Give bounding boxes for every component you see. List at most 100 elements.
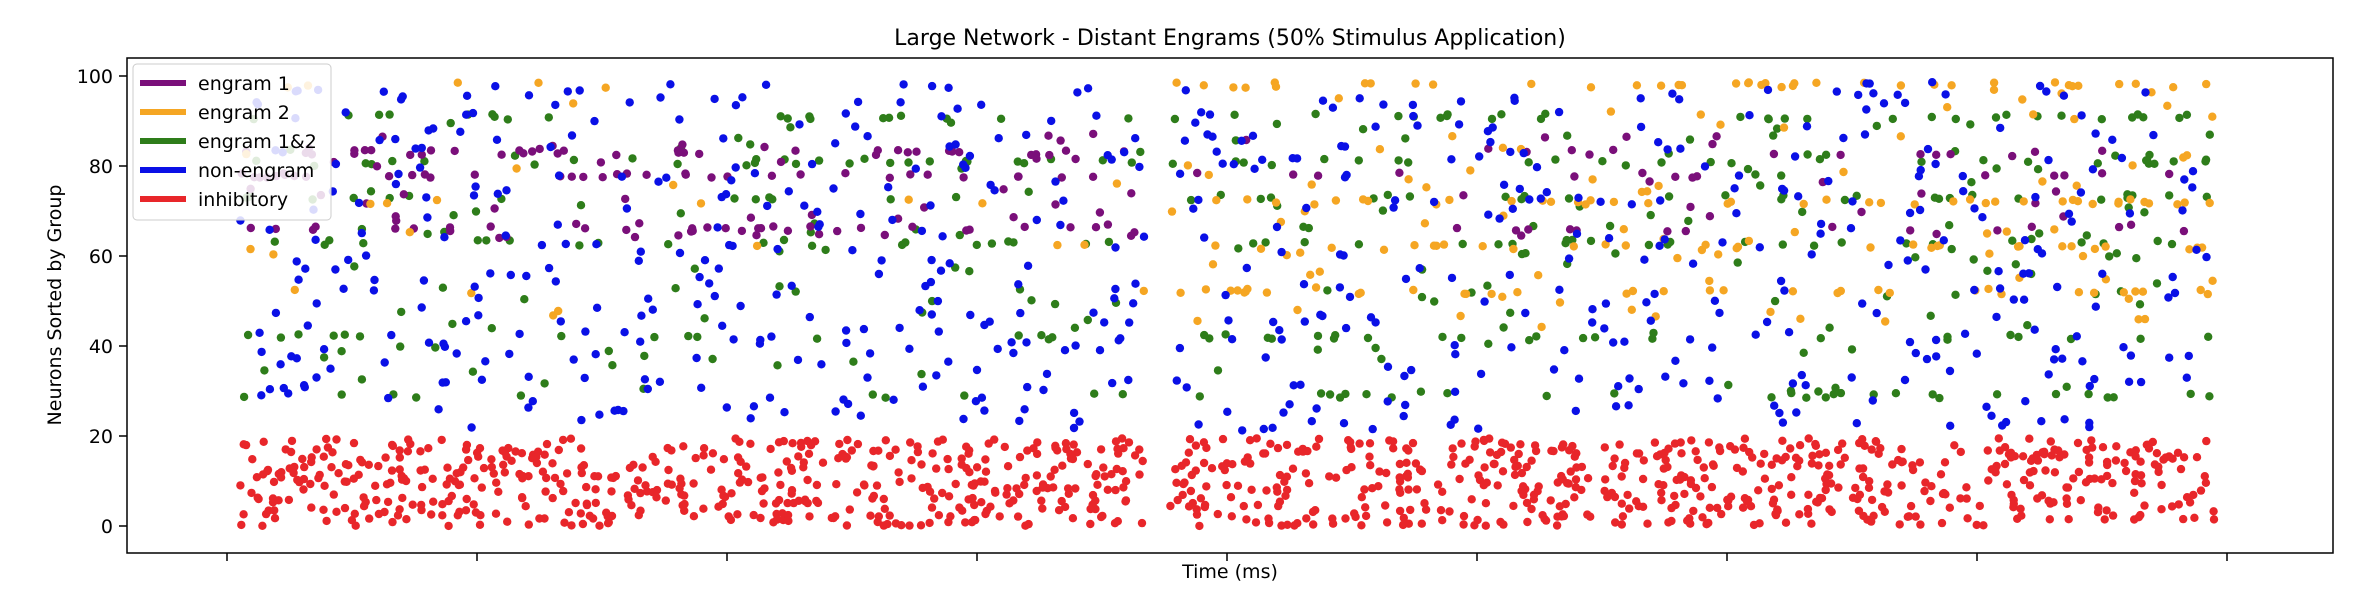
spike-engram12-1294 (385, 110, 394, 119)
spike-nonengram-2092 (951, 140, 960, 149)
spike-engram12-1210 (1951, 114, 1961, 124)
spike-nonengram-2431 (1390, 196, 1400, 205)
spike-inhibitory-823 (897, 521, 906, 530)
spike-inhibitory-1063 (1726, 442, 1735, 451)
spike-inhibitory-72 (470, 474, 479, 483)
spike-engram1-1530 (1570, 172, 1579, 181)
spike-inhibitory-326 (1072, 448, 1082, 457)
spike-inhibitory-924 (2060, 450, 2069, 459)
spike-inhibitory-822 (774, 438, 784, 447)
spike-nonengram-2532 (1475, 152, 1484, 161)
spike-inhibitory-1029 (1015, 452, 1025, 462)
spike-engram2-1954 (1112, 179, 1122, 188)
spike-inhibitory-903 (638, 463, 647, 472)
spike-engram12-1416 (490, 112, 499, 122)
spike-inhibitory-3 (576, 444, 586, 453)
spike-nonengram-2305 (312, 299, 321, 308)
spike-inhibitory-516 (1480, 463, 1489, 472)
spike-nonengram-2523 (1668, 89, 1677, 98)
spike-nonengram-2042 (456, 127, 465, 136)
spike-nonengram-2420 (1574, 374, 1584, 383)
spike-engram2-1929 (1812, 78, 1821, 88)
spike-engram2-1906 (1985, 249, 1994, 258)
spike-inhibitory-800 (749, 510, 758, 520)
spike-inhibitory-1022 (548, 459, 557, 468)
spike-engram12-1406 (2133, 110, 2142, 119)
spike-engram2-1909 (1487, 289, 1496, 299)
spike-engram12-1156 (1436, 113, 1445, 123)
spike-inhibitory-954 (652, 485, 662, 495)
spike-inhibitory-612 (1880, 487, 1889, 496)
spike-inhibitory-866 (1325, 472, 1334, 481)
spike-inhibitory-659 (1404, 485, 1413, 494)
spike-engram2-1720 (2203, 289, 2212, 299)
spike-inhibitory-30 (733, 510, 742, 519)
spike-inhibitory-501 (1449, 452, 1458, 462)
spike-inhibitory-917 (1135, 470, 1144, 479)
spike-nonengram-2394 (1671, 356, 1680, 365)
spike-inhibitory-384 (1527, 456, 1536, 465)
spike-engram2-1751 (1896, 81, 1906, 90)
spike-inhibitory-986 (609, 473, 618, 483)
spike-inhibitory-738 (1455, 474, 1464, 484)
spike-engram12-1226 (776, 112, 785, 121)
spike-nonengram-2044 (1073, 88, 1082, 97)
spike-inhibitory-905 (776, 480, 785, 490)
spike-inhibitory-1058 (676, 474, 685, 483)
spike-engram1-1593 (1681, 226, 1691, 236)
spike-nonengram-2279 (2051, 345, 2060, 354)
spike-engram12-1166 (1829, 390, 1838, 399)
spike-nonengram-2492 (2085, 418, 2094, 427)
spike-engram12-1285 (1024, 187, 1033, 196)
spike-inhibitory-181 (783, 498, 792, 508)
spike-engram12-1225 (1186, 195, 1196, 205)
spike-nonengram-2338 (926, 277, 936, 287)
spike-engram12-1101 (1050, 299, 1060, 309)
spike-engram12-1477 (374, 110, 384, 120)
spike-engram12-1234 (1821, 150, 1831, 159)
spike-inhibitory-808 (2142, 440, 2151, 449)
spike-engram12-1196 (1928, 390, 1937, 399)
spike-nonengram-2074 (1571, 406, 1581, 416)
spike-engram2-1797 (534, 78, 543, 88)
spike-engram1-1521 (495, 233, 504, 243)
spike-engram1-1634 (2098, 146, 2107, 155)
spike-engram1-1561 (1452, 223, 1462, 233)
spike-inhibitory-390 (237, 520, 246, 530)
spike-inhibitory-1006 (1704, 518, 1713, 528)
spike-engram1-1619 (2031, 199, 2040, 208)
spike-engram1-1660 (756, 224, 766, 233)
spike-inhibitory-686 (1876, 444, 1885, 453)
spike-engram12-1195 (1769, 131, 1778, 140)
spike-inhibitory-678 (1814, 461, 1823, 470)
spike-inhibitory-1035 (1283, 520, 1292, 529)
spike-nonengram-2516 (1865, 79, 1874, 88)
spike-nonengram-2276 (1484, 210, 1493, 219)
spike-engram12-1286 (1951, 290, 1960, 299)
spike-engram12-1381 (1443, 110, 1452, 119)
spike-engram1-1667 (796, 170, 805, 179)
spike-inhibitory-669 (395, 505, 404, 514)
spike-inhibitory-316 (1068, 514, 1078, 523)
spike-inhibitory-244 (995, 512, 1004, 521)
spike-nonengram-1991 (1450, 341, 1459, 350)
spike-nonengram-2373 (2019, 269, 2028, 278)
spike-inhibitory-147 (1559, 440, 1568, 449)
spike-inhibitory-78 (916, 521, 926, 530)
spike-nonengram-2380 (524, 372, 533, 381)
spike-engram2-1825 (1839, 167, 1848, 177)
spike-engram1-1606 (580, 224, 590, 233)
spike-nonengram-2072 (1124, 375, 1133, 385)
spike-inhibitory-616 (542, 473, 551, 483)
spike-nonengram-2180 (1250, 164, 1259, 173)
spike-inhibitory-948 (2185, 498, 2195, 507)
spike-nonengram-2156 (787, 281, 796, 290)
spike-inhibitory-824 (500, 468, 509, 477)
spike-engram2-1887 (1788, 287, 1798, 296)
spike-engram12-1404 (927, 296, 937, 306)
spike-nonengram-2297 (581, 327, 590, 336)
spike-inhibitory-713 (1840, 453, 1850, 462)
spike-engram2-1871 (1243, 195, 1252, 204)
spike-nonengram-2260 (474, 293, 483, 303)
spike-engram12-1471 (2033, 165, 2043, 174)
